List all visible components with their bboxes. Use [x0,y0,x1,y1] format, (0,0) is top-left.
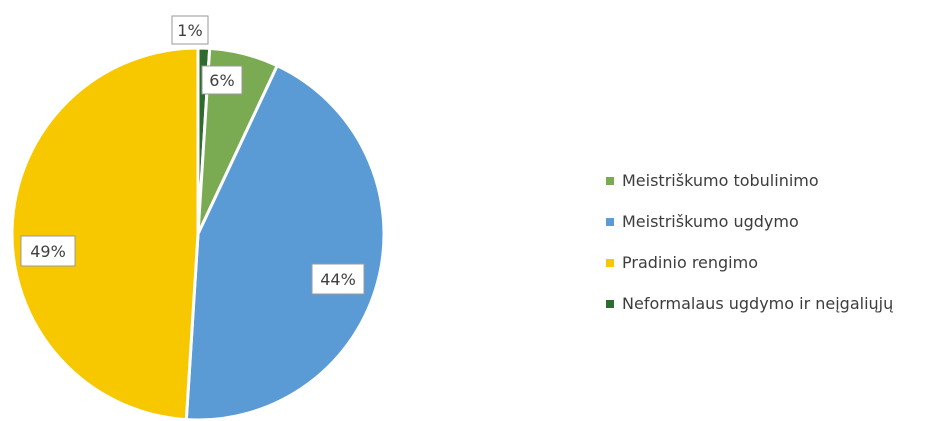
data-label-box-3 [20,235,76,267]
legend-item-meistriskumo-ugdymo: Meistriškumo ugdymo [606,201,893,242]
legend-label-meistriskumo-tobulinimo: Meistriškumo tobulinimo [622,171,819,190]
data-label-3: 49% [30,242,66,261]
legend-item-pradinio-rengimo: Pradinio rengimo [606,242,893,283]
legend-swatch-meistriskumo-ugdymo [606,217,614,226]
legend-label-meistriskumo-ugdymo: Meistriškumo ugdymo [622,212,799,231]
data-label-box-1 [201,65,243,95]
data-label-2: 44% [320,270,356,289]
legend-swatch-pradinio-rengimo [606,258,614,267]
data-label-0: 1% [177,21,202,40]
data-label-1: 6% [209,71,234,90]
legend-swatch-neformalaus-ugdymo [606,299,614,308]
data-label-box-0 [171,15,209,45]
legend-item-meistriskumo-tobulinimo: Meistriškumo tobulinimo [606,160,893,201]
legend-label-neformalaus-ugdymo: Neformalaus ugdymo ir neįgaliųjų [622,294,894,313]
legend-label-pradinio-rengimo: Pradinio rengimo [622,253,758,272]
data-label-box-2 [311,263,365,295]
legend-item-neformalaus-ugdymo: Neformalaus ugdymo ir neįgaliųjų [606,283,893,324]
pie-slice-3 [10,46,200,421]
chart-legend: Meistriškumo tobulinimo Meistriškumo ugd… [606,160,893,324]
pie-slice-2 [184,64,386,421]
legend-swatch-meistriskumo-tobulinimo [606,176,614,185]
